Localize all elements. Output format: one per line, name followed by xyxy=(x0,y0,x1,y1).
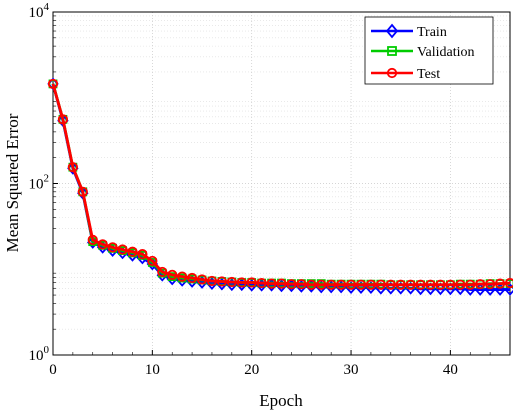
data-point-test xyxy=(107,242,118,253)
legend-marker-validation xyxy=(387,46,397,56)
data-point-test xyxy=(236,277,247,288)
data-point-test xyxy=(167,269,178,280)
legend-label-test: Test xyxy=(417,67,440,82)
data-point-test xyxy=(97,239,108,250)
data-point-test xyxy=(157,266,168,278)
data-point-test xyxy=(316,279,327,290)
data-point-test xyxy=(504,277,513,289)
x-tick-label: 10 xyxy=(145,362,160,378)
x-tick-label: 30 xyxy=(344,362,359,378)
data-point-test xyxy=(475,279,486,290)
data-point-test xyxy=(405,279,416,290)
data-point-test xyxy=(395,279,406,290)
data-point-test xyxy=(196,274,208,285)
data-point-test xyxy=(216,276,227,287)
data-point-test xyxy=(365,279,377,290)
data-point-test xyxy=(494,278,506,289)
data-point-test xyxy=(336,279,347,290)
data-point-test xyxy=(435,279,446,290)
data-point-test xyxy=(226,276,237,288)
y-tick-label: 102 xyxy=(29,173,50,193)
data-point-test xyxy=(455,279,466,290)
x-tick-label: 40 xyxy=(443,362,458,378)
x-tick-label: 0 xyxy=(49,362,57,378)
data-point-test xyxy=(177,271,188,282)
legend-label-validation: Validation xyxy=(417,45,475,60)
y-tick-label: 104 xyxy=(29,1,50,21)
legend-marker-train xyxy=(385,23,399,39)
data-point-test xyxy=(485,279,496,290)
x-axis-title: Epoch xyxy=(259,391,303,410)
legend-marker-test xyxy=(386,67,398,79)
data-point-test xyxy=(326,279,337,290)
data-point-test xyxy=(276,278,287,289)
data-point-test xyxy=(117,244,128,255)
minor-grid xyxy=(53,15,510,330)
y-tick-label: 100 xyxy=(29,344,50,364)
data-point-test xyxy=(47,78,59,90)
data-point-test xyxy=(345,279,357,290)
x-tick-label: 20 xyxy=(244,362,259,378)
data-point-test xyxy=(266,278,277,289)
data-point-test xyxy=(77,186,88,197)
data-point-test xyxy=(67,162,78,173)
data-point-test xyxy=(445,279,456,290)
legend-label-train: Train xyxy=(417,25,447,40)
series-test xyxy=(47,78,513,290)
data-point-test xyxy=(306,279,317,290)
data-point-test xyxy=(206,275,218,287)
series-line-train xyxy=(51,83,510,291)
data-point-test xyxy=(296,279,307,290)
y-tick-labels: 100 102 104 xyxy=(29,1,50,364)
legend-entry-train: Train xyxy=(371,23,447,40)
data-point-test xyxy=(186,272,198,284)
y-axis-title: Mean Squared Error xyxy=(3,113,22,252)
data-point-test xyxy=(355,279,367,290)
series-validation xyxy=(48,79,513,290)
legend-entry-validation: Validation xyxy=(371,45,475,60)
legend: Train Validation Test xyxy=(364,16,494,85)
series-layer xyxy=(47,77,513,296)
axis-ticks xyxy=(52,11,511,356)
data-point-test xyxy=(415,279,426,290)
data-point-test xyxy=(465,279,476,290)
data-point-test xyxy=(286,279,297,290)
data-point-test xyxy=(57,114,69,125)
legend-entry-test: Test xyxy=(371,67,440,82)
x-tick-labels: 0 10 20 30 40 xyxy=(49,362,458,378)
data-point-test xyxy=(87,234,98,245)
data-point-test xyxy=(127,246,138,257)
data-point-test xyxy=(375,279,386,290)
data-point-test xyxy=(256,277,267,289)
data-point-test xyxy=(425,279,436,290)
data-point-test xyxy=(246,277,257,288)
data-point-test xyxy=(385,279,396,290)
data-point-test xyxy=(147,255,158,267)
data-point-test xyxy=(137,249,148,260)
